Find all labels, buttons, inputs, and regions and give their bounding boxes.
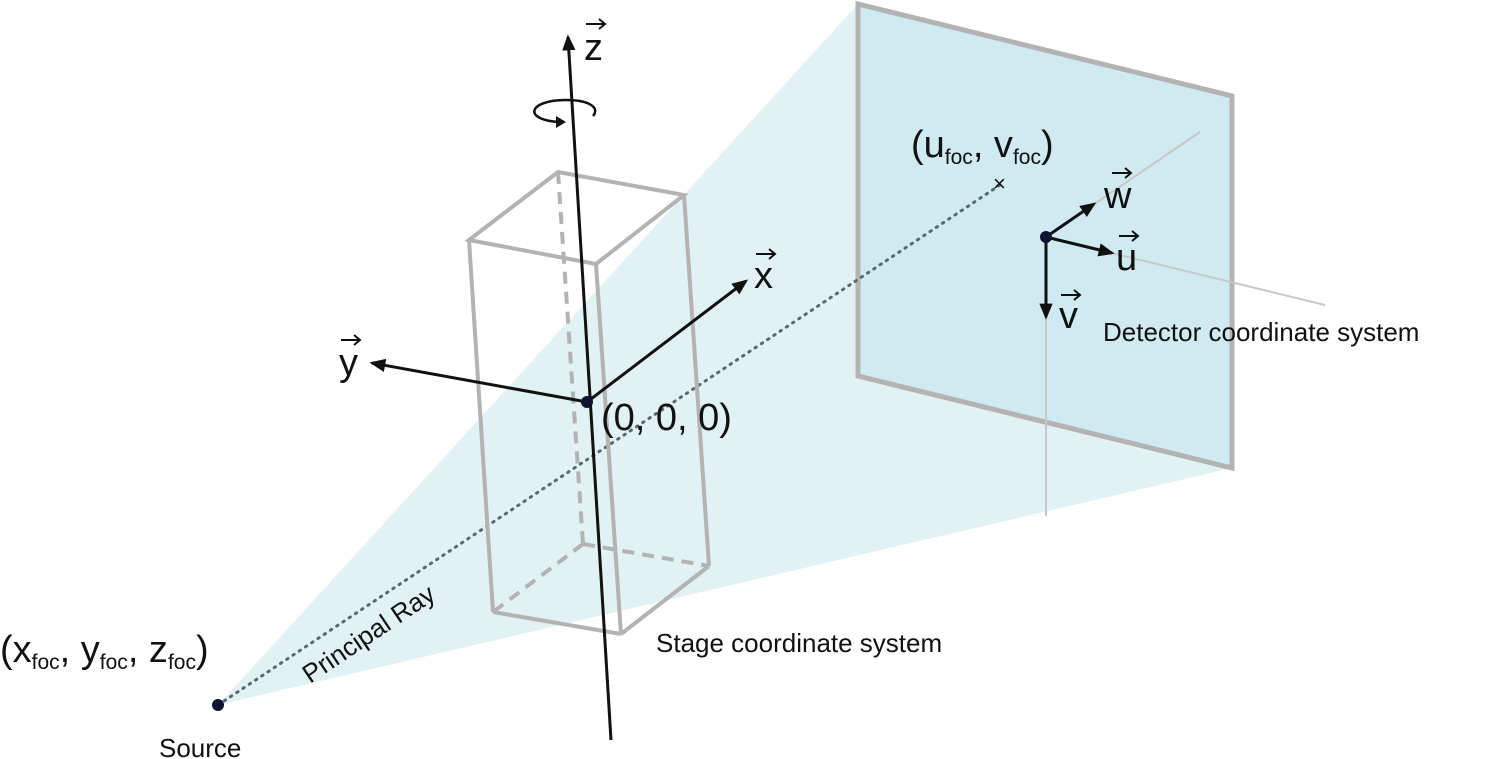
stage-system-label: Stage coordinate system — [656, 628, 942, 658]
u-axis — [1045, 235, 1115, 257]
z-axis-label: z — [584, 18, 607, 69]
x-axis-label: x — [754, 248, 777, 297]
svg-text:v: v — [1059, 295, 1078, 337]
u-axis-label: u — [1116, 230, 1140, 279]
y-axis — [369, 358, 588, 404]
svg-text:z: z — [584, 27, 603, 69]
v-axis-label: v — [1059, 289, 1082, 337]
origin-point — [581, 396, 593, 408]
w-axis-label: w — [1103, 167, 1133, 217]
detector-system-label: Detector coordinate system — [1103, 317, 1419, 347]
focal-point-cross: × — [993, 171, 1006, 196]
y-axis-label: y — [339, 334, 362, 384]
rotation-icon — [533, 98, 597, 128]
origin-label: (0, 0, 0) — [601, 397, 732, 439]
sample-box-hidden-edges — [491, 171, 710, 614]
principal-ray — [216, 183, 1002, 707]
source-point — [212, 699, 224, 711]
svg-text:x: x — [754, 255, 773, 297]
x-axis — [586, 279, 749, 404]
focal-point-label: (ufoc, vfoc) — [911, 124, 1054, 169]
source-coordinate-label: (xfoc, yfoc, zfoc) — [0, 629, 209, 674]
detector-origin — [1040, 231, 1052, 243]
svg-text:w: w — [1103, 175, 1132, 217]
svg-text:u: u — [1116, 237, 1137, 279]
svg-text:y: y — [339, 342, 358, 384]
w-axis — [1045, 202, 1097, 239]
sample-box — [464, 169, 711, 636]
source-label: Source — [159, 733, 241, 759]
z-axis — [562, 34, 613, 741]
